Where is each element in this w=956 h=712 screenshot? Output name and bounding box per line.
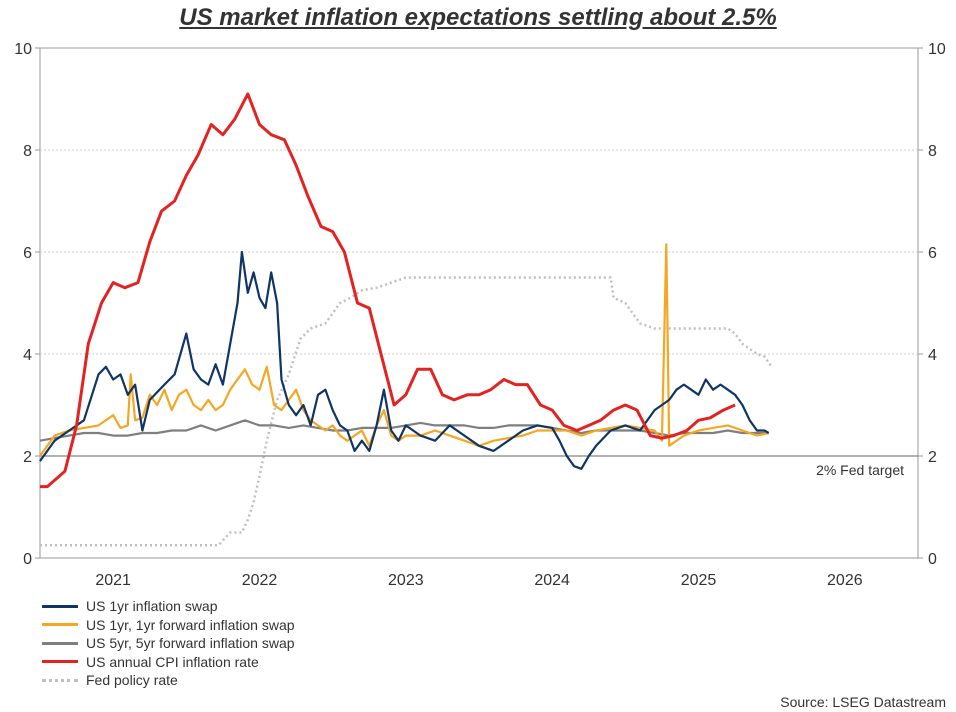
y-tick-label-left: 0 xyxy=(23,551,32,568)
source-note: Source: LSEG Datastream xyxy=(780,694,946,710)
y-tick-label-right: 4 xyxy=(928,347,937,364)
series-line-4 xyxy=(40,276,773,547)
legend-item: US 5yr, 5yr forward inflation swap xyxy=(42,634,295,653)
legend-swatch xyxy=(42,641,78,645)
series-line-3 xyxy=(40,92,736,489)
legend-item: Fed policy rate xyxy=(42,671,295,690)
x-tick-label: 2025 xyxy=(681,572,717,589)
x-tick-label: 2024 xyxy=(534,572,570,589)
legend-label: Fed policy rate xyxy=(86,672,178,689)
y-tick-label-right: 2 xyxy=(928,449,937,466)
legend-label: US 1yr, 1yr forward inflation swap xyxy=(86,616,295,633)
y-tick-label-right: 8 xyxy=(928,143,937,160)
y-tick-label-right: 10 xyxy=(928,41,946,58)
y-tick-label-left: 6 xyxy=(23,245,32,262)
series-line-1 xyxy=(39,243,769,457)
series-line-0 xyxy=(39,250,770,470)
axis-layer: 0 0 2 2 4 4 6 6 8 8 10 10 2021 2022 2023 2024 2025 2026 xyxy=(14,41,946,589)
y-tick-label-right: 6 xyxy=(928,245,937,262)
legend: US 1yr inflation swap US 1yr, 1yr forward… xyxy=(42,597,295,690)
legend-label: US 5yr, 5yr forward inflation swap xyxy=(86,635,295,652)
legend-swatch xyxy=(42,604,78,608)
y-tick-label-left: 8 xyxy=(23,143,32,160)
series-layer xyxy=(39,92,773,547)
legend-swatch xyxy=(42,678,78,682)
legend-swatch xyxy=(42,623,78,627)
legend-item: US 1yr, 1yr forward inflation swap xyxy=(42,616,295,635)
fed-target-label: 2% Fed target xyxy=(816,462,904,478)
legend-item: US 1yr inflation swap xyxy=(42,597,295,616)
legend-item: US annual CPI inflation rate xyxy=(42,653,295,672)
y-tick-label-left: 4 xyxy=(23,347,32,364)
x-tick-label: 2023 xyxy=(388,572,424,589)
plot-area-frame xyxy=(39,47,919,559)
legend-label: US annual CPI inflation rate xyxy=(86,653,259,670)
reference-layer: 2% Fed target xyxy=(40,455,918,478)
y-tick-label-right: 0 xyxy=(928,551,937,568)
y-tick-label-left: 2 xyxy=(23,449,32,466)
chart-title: US market inflation expectations settlin… xyxy=(179,4,777,31)
legend-label: US 1yr inflation swap xyxy=(86,598,218,615)
y-tick-label-left: 10 xyxy=(14,41,32,58)
x-tick-label: 2026 xyxy=(827,572,863,589)
x-tick-label: 2021 xyxy=(95,572,131,589)
x-tick-label: 2022 xyxy=(242,572,278,589)
legend-swatch xyxy=(42,660,78,664)
